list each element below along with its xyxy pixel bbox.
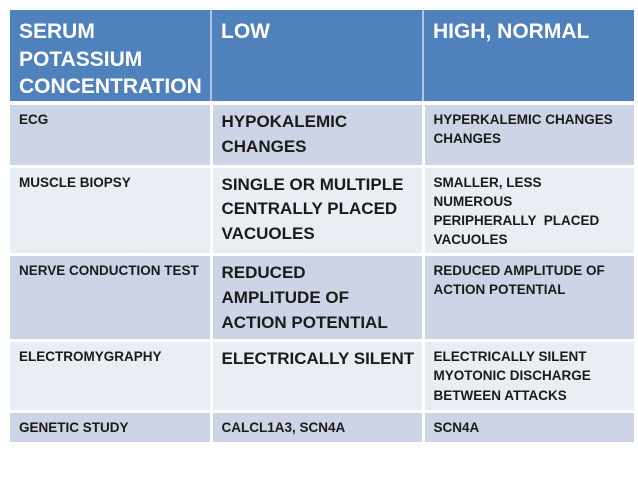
cell-high-finding: SCN4A — [423, 411, 634, 446]
cell-high-finding: REDUCED AMPLITUDE OF ACTION POTENTIAL — [423, 254, 634, 343]
cell-test-name: MUSCLE BIOPSY — [10, 166, 213, 257]
table-row-electromygraphy: ELECTROMYGRAPHY ELECTRICALLY SILENT ELEC… — [10, 340, 634, 414]
cell-low-finding: SINGLE OR MULTIPLE CENTRALLY PLACED VACU… — [211, 166, 425, 257]
table-row-genetic-study: GENETIC STUDY CALCL1A3, SCN4A SCN4A — [10, 411, 634, 446]
header-row: SERUM POTASSIUM CONCENTRATION LOW HIGH, … — [10, 10, 634, 106]
table-row-nerve-conduction-test: NERVE CONDUCTION TEST REDUCED AMPLITUDE … — [10, 254, 634, 343]
cell-test-name: GENETIC STUDY — [10, 411, 213, 446]
cell-high-finding: ELECTRICALLY SILENT MYOTONIC DISCHARGE B… — [423, 340, 634, 414]
cell-low-finding: ELECTRICALLY SILENT — [211, 340, 425, 414]
cell-low-finding: CALCL1A3, SCN4A — [211, 411, 425, 446]
cell-low-finding: REDUCED AMPLITUDE OF ACTION POTENTIAL — [211, 254, 425, 343]
cell-test-name: ECG — [10, 103, 213, 168]
table-row-muscle-biopsy: MUSCLE BIOPSY SINGLE OR MULTIPLE CENTRAL… — [10, 166, 634, 257]
cell-high-finding: SMALLER, LESS NUMEROUS PERIPHERALLY PLAC… — [423, 166, 634, 257]
serum-potassium-table: SERUM POTASSIUM CONCENTRATION LOW HIGH, … — [10, 10, 634, 446]
header-cell-high-normal: HIGH, NORMAL — [423, 10, 634, 106]
cell-test-name: NERVE CONDUCTION TEST — [10, 254, 213, 343]
cell-low-finding: HYPOKALEMIC CHANGES — [211, 103, 425, 168]
cell-high-finding: HYPERKALEMIC CHANGES CHANGES — [423, 103, 634, 168]
header-cell-serum-potassium-concentration: SERUM POTASSIUM CONCENTRATION — [10, 10, 212, 106]
header-cell-low: LOW — [211, 10, 424, 106]
cell-test-name: ELECTROMYGRAPHY — [10, 340, 213, 414]
table-row-ecg: ECG HYPOKALEMIC CHANGES HYPERKALEMIC CHA… — [10, 103, 634, 168]
